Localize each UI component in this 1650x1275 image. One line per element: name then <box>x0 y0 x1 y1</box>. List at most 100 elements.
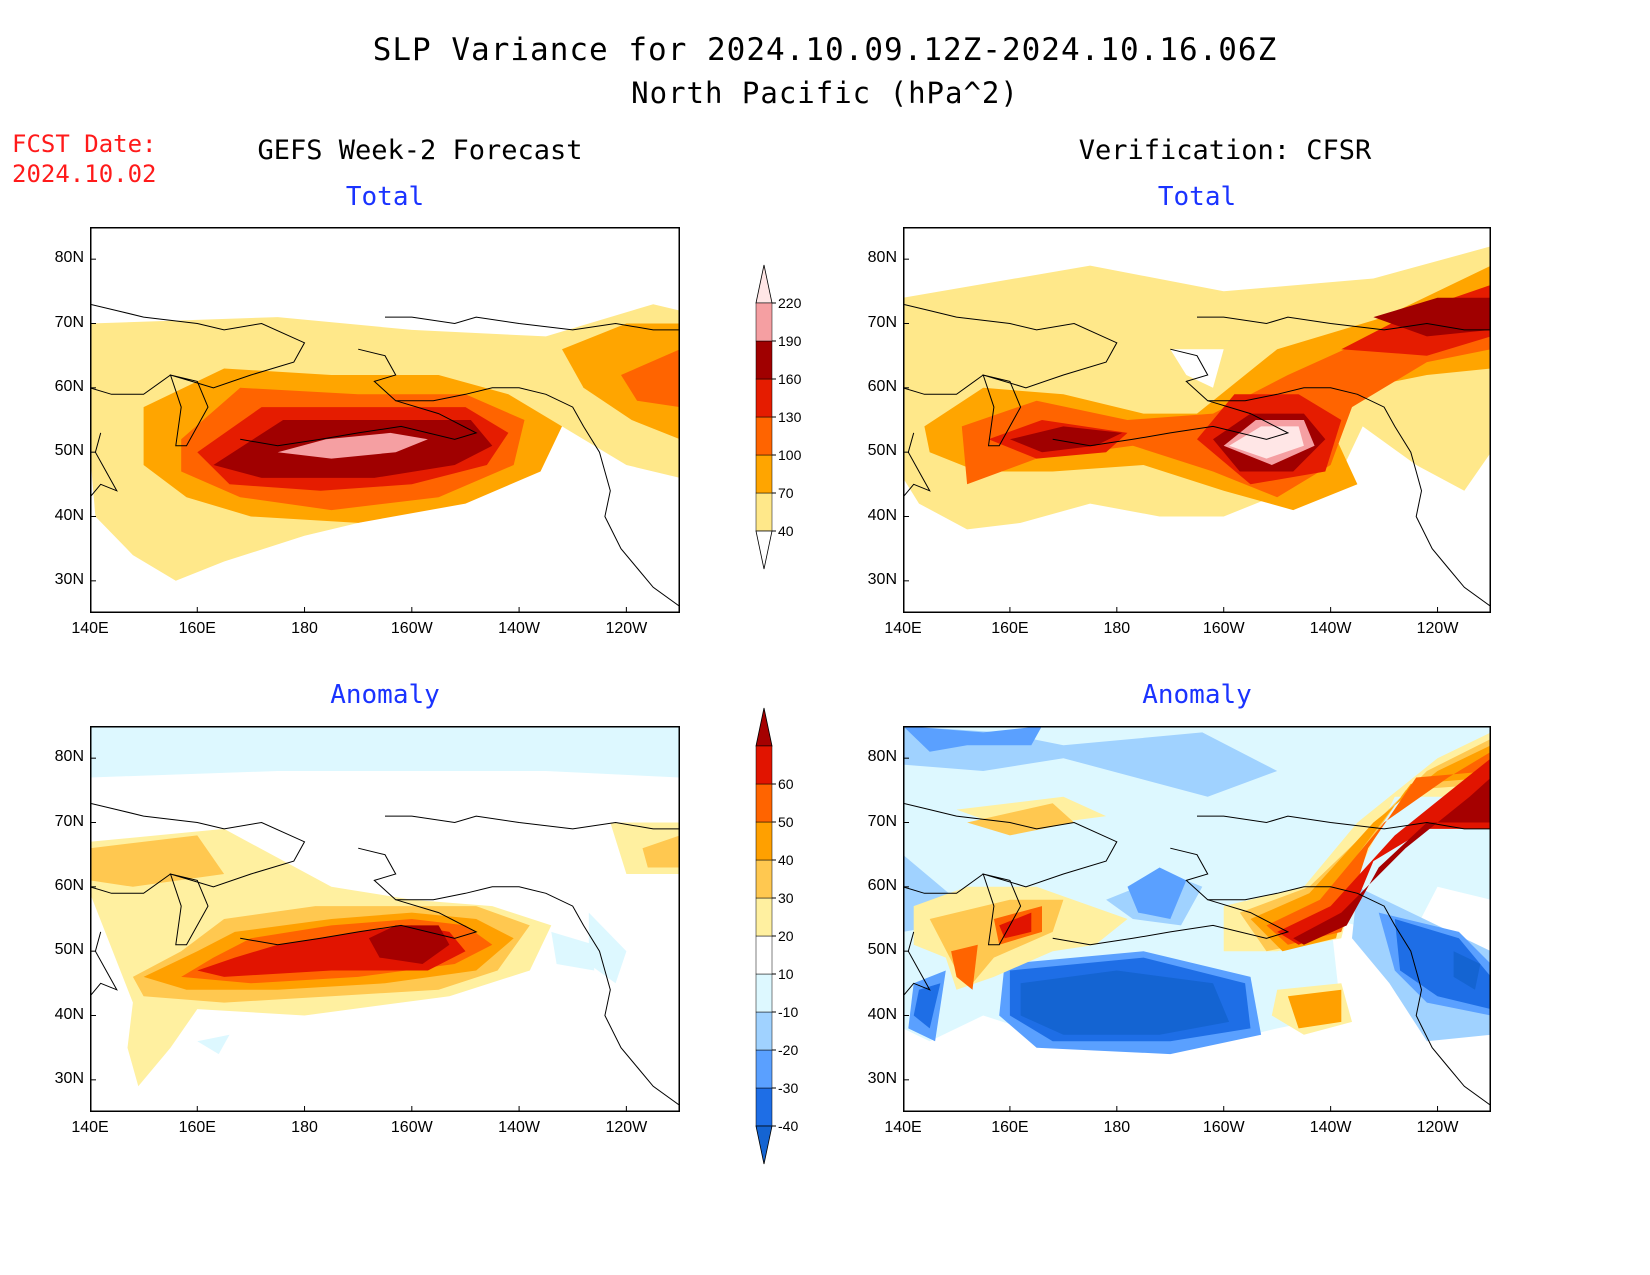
x-tick-label: 120W <box>1416 620 1459 637</box>
x-tick-label: 120W <box>605 620 648 637</box>
coastline <box>903 432 931 498</box>
map-frame <box>90 726 680 1112</box>
coastline <box>90 432 118 498</box>
contour-region <box>903 726 1042 752</box>
colorbar-segment <box>755 378 773 418</box>
verification-total-map <box>903 227 1491 613</box>
y-tick-label: 40N <box>867 506 897 524</box>
panel-title-forecast-anomaly: Anomaly <box>330 680 440 710</box>
x-tick-label: 140E <box>884 620 922 637</box>
right-column-title: Verification: CFSR <box>1078 135 1372 166</box>
colorbar-label: 190 <box>778 333 802 349</box>
y-tick-label: 60N <box>867 377 897 395</box>
contour-region <box>1127 867 1187 919</box>
contour-region <box>913 983 941 1029</box>
y-tick-label: 30N <box>867 570 897 588</box>
y-tick-label: 50N <box>867 442 897 460</box>
verification-anomaly-map <box>903 726 1491 1112</box>
y-tick-label: 80N <box>54 748 84 766</box>
colorbar-segment <box>755 302 773 342</box>
colorbar-segment <box>755 821 773 861</box>
x-tick-label: 160E <box>991 620 1029 637</box>
colorbar-segment <box>755 1087 773 1127</box>
coastline <box>240 899 478 946</box>
contour-region <box>588 912 627 984</box>
coastline <box>903 303 1118 447</box>
x-tick-label: 160W <box>390 1119 433 1136</box>
contour-region <box>1394 919 1491 1010</box>
coastline <box>358 847 680 1107</box>
coastline <box>240 400 478 447</box>
colorbar-label: 40 <box>778 523 794 539</box>
colorbar-label: 60 <box>778 776 794 792</box>
x-tick-label: 160W <box>390 620 433 637</box>
x-tick-label: 120W <box>1416 1119 1459 1136</box>
y-tick-label: 30N <box>54 1069 84 1087</box>
colorbar-segment <box>755 340 773 380</box>
colorbar-segment <box>755 935 773 975</box>
contour-region <box>1266 751 1491 945</box>
contour-region <box>1009 426 1123 453</box>
total-colorbar: 40 70 100 130 160 190 220 <box>755 264 802 570</box>
x-tick-label: 140W <box>1309 1119 1352 1136</box>
fcst-date-value: 2024.10.02 <box>12 160 157 188</box>
colorbar-segment <box>755 897 773 937</box>
contour-region <box>642 835 680 868</box>
panel-title-verification-total: Total <box>1157 182 1237 212</box>
coastline <box>1197 815 1491 830</box>
colorbar-label: 70 <box>778 485 794 501</box>
colorbar-segment <box>755 492 773 532</box>
y-tick-label: 60N <box>54 377 84 395</box>
colorbar-label: 160 <box>778 371 802 387</box>
coastline <box>903 931 931 997</box>
y-tick-label: 80N <box>54 249 84 267</box>
colorbar-segment <box>755 1011 773 1051</box>
main-title: SLP Variance for 2024.10.09.12Z-2024.10.… <box>372 32 1278 68</box>
x-tick-label: 140W <box>1309 620 1352 637</box>
x-tick-label: 180 <box>291 1119 318 1136</box>
anomaly-colorbar: -40 -30 -20 -10 10 20 30 40 50 60 <box>755 707 798 1165</box>
x-tick-label: 160E <box>178 620 216 637</box>
map-frame <box>903 726 1491 1112</box>
left-column-title: GEFS Week-2 Forecast <box>257 135 583 166</box>
contour-region <box>1020 970 1230 1035</box>
colorbar-label: -30 <box>778 1080 798 1096</box>
contour-region <box>90 726 680 778</box>
x-tick-label: 140W <box>498 1119 540 1136</box>
y-tick-label: 50N <box>54 941 84 959</box>
contour-region <box>621 349 680 408</box>
colorbar-segment <box>755 745 773 785</box>
x-tick-label: 180 <box>1103 1119 1131 1136</box>
x-tick-label: 160E <box>178 1119 216 1136</box>
colorbar-label: -40 <box>778 1118 798 1134</box>
contour-region <box>951 944 978 990</box>
coastline <box>1052 899 1290 946</box>
x-tick-label: 180 <box>291 620 318 637</box>
y-tick-label: 70N <box>54 313 84 331</box>
forecast-anomaly-map <box>90 726 680 1112</box>
y-tick-label: 70N <box>867 812 897 830</box>
coastline <box>358 348 680 608</box>
contour-region <box>1453 951 1481 990</box>
colorbar-segment <box>755 973 773 1013</box>
contour-region <box>277 432 428 459</box>
x-tick-label: 180 <box>1103 620 1131 637</box>
x-tick-label: 140E <box>71 620 109 637</box>
contour-region <box>1293 777 1491 945</box>
y-tick-label: 30N <box>54 570 84 588</box>
colorbar-bottom-arrow <box>755 530 773 570</box>
forecast-total-map <box>90 227 680 613</box>
y-tick-label: 30N <box>867 1069 897 1087</box>
coastline <box>385 316 680 331</box>
colorbar-segment <box>755 859 773 899</box>
colorbar-label: 40 <box>778 852 794 868</box>
y-tick-label: 60N <box>54 876 84 894</box>
contour-region <box>999 912 1032 939</box>
contour-region <box>1287 989 1342 1029</box>
y-tick-label: 60N <box>867 876 897 894</box>
y-tick-label: 40N <box>867 1005 897 1023</box>
colorbar-top-arrow <box>755 264 773 304</box>
coastline <box>385 815 680 830</box>
colorbar-top-arrow <box>755 707 773 747</box>
y-tick-label: 40N <box>54 1005 84 1023</box>
